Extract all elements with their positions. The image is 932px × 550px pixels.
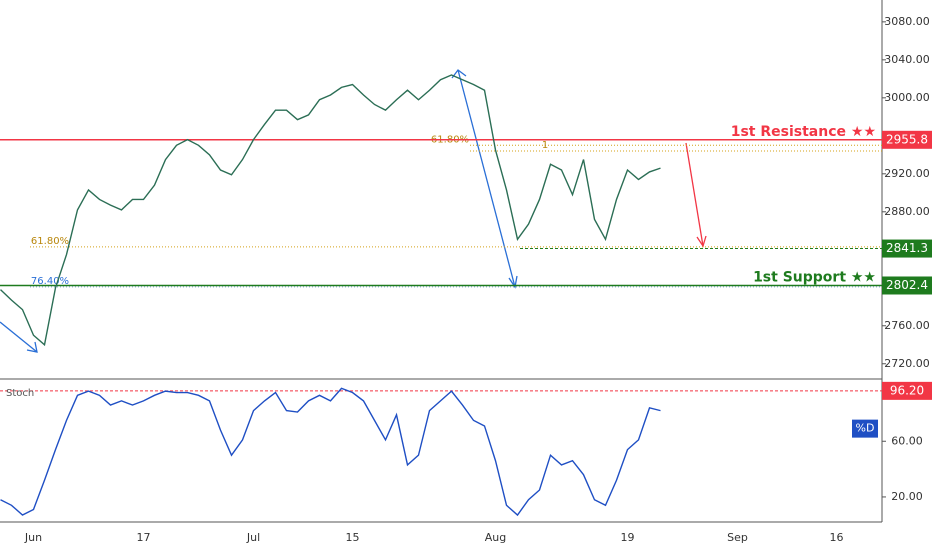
fib-label: 61.80% xyxy=(31,236,69,247)
price-tag-label: 96.20 xyxy=(890,383,924,397)
fib-label: 1 xyxy=(542,140,548,151)
arrow xyxy=(685,142,704,247)
y-tick-label: 2880.00 xyxy=(884,205,930,218)
x-tick-label: Jul xyxy=(246,531,260,544)
price-line xyxy=(0,387,661,517)
arrow xyxy=(457,69,516,288)
legend-box xyxy=(852,419,878,438)
x-tick-label: Aug xyxy=(485,531,506,544)
x-tick-label: 15 xyxy=(346,531,360,544)
price-tag xyxy=(882,130,932,149)
level-label: 1st Support ★★ xyxy=(753,269,876,285)
pane-title: Stoch xyxy=(6,388,34,399)
y-tick-label: 2920.00 xyxy=(884,167,930,180)
price-tag xyxy=(882,381,932,400)
price-tag-label: 2841.3 xyxy=(886,241,928,255)
price-tag xyxy=(882,239,932,258)
arrow-head xyxy=(508,275,518,289)
x-tick-label: Sep xyxy=(727,531,748,544)
price-line xyxy=(0,74,661,347)
arrow-head xyxy=(26,341,38,353)
y-tick-label: 3040.00 xyxy=(884,53,930,66)
x-tick-label: 17 xyxy=(137,531,151,544)
level-label: 1st Resistance ★★ xyxy=(731,124,876,140)
y-tick-label: 3080.00 xyxy=(884,15,930,28)
arrow xyxy=(0,321,38,353)
fib-label: 76.40% xyxy=(31,276,69,287)
arrow-head xyxy=(696,235,707,248)
price-tag xyxy=(882,276,932,295)
legend-label: %D xyxy=(856,422,875,435)
y-tick-label: 20.00 xyxy=(891,490,923,503)
x-tick-label: 16 xyxy=(830,531,844,544)
arrows xyxy=(0,69,707,353)
y-tick-label: 2760.00 xyxy=(884,319,930,332)
price-tag-label: 2802.4 xyxy=(886,278,928,292)
y-tick-label: 2720.00 xyxy=(884,357,930,370)
y-tick-label: 60.00 xyxy=(891,434,923,447)
price-tag-label: 2955.8 xyxy=(886,132,928,146)
y-tick-label: 3000.00 xyxy=(884,91,930,104)
x-tick-label: Jun xyxy=(24,531,42,544)
x-tick-label: 19 xyxy=(621,531,635,544)
arrow-head xyxy=(451,69,467,79)
